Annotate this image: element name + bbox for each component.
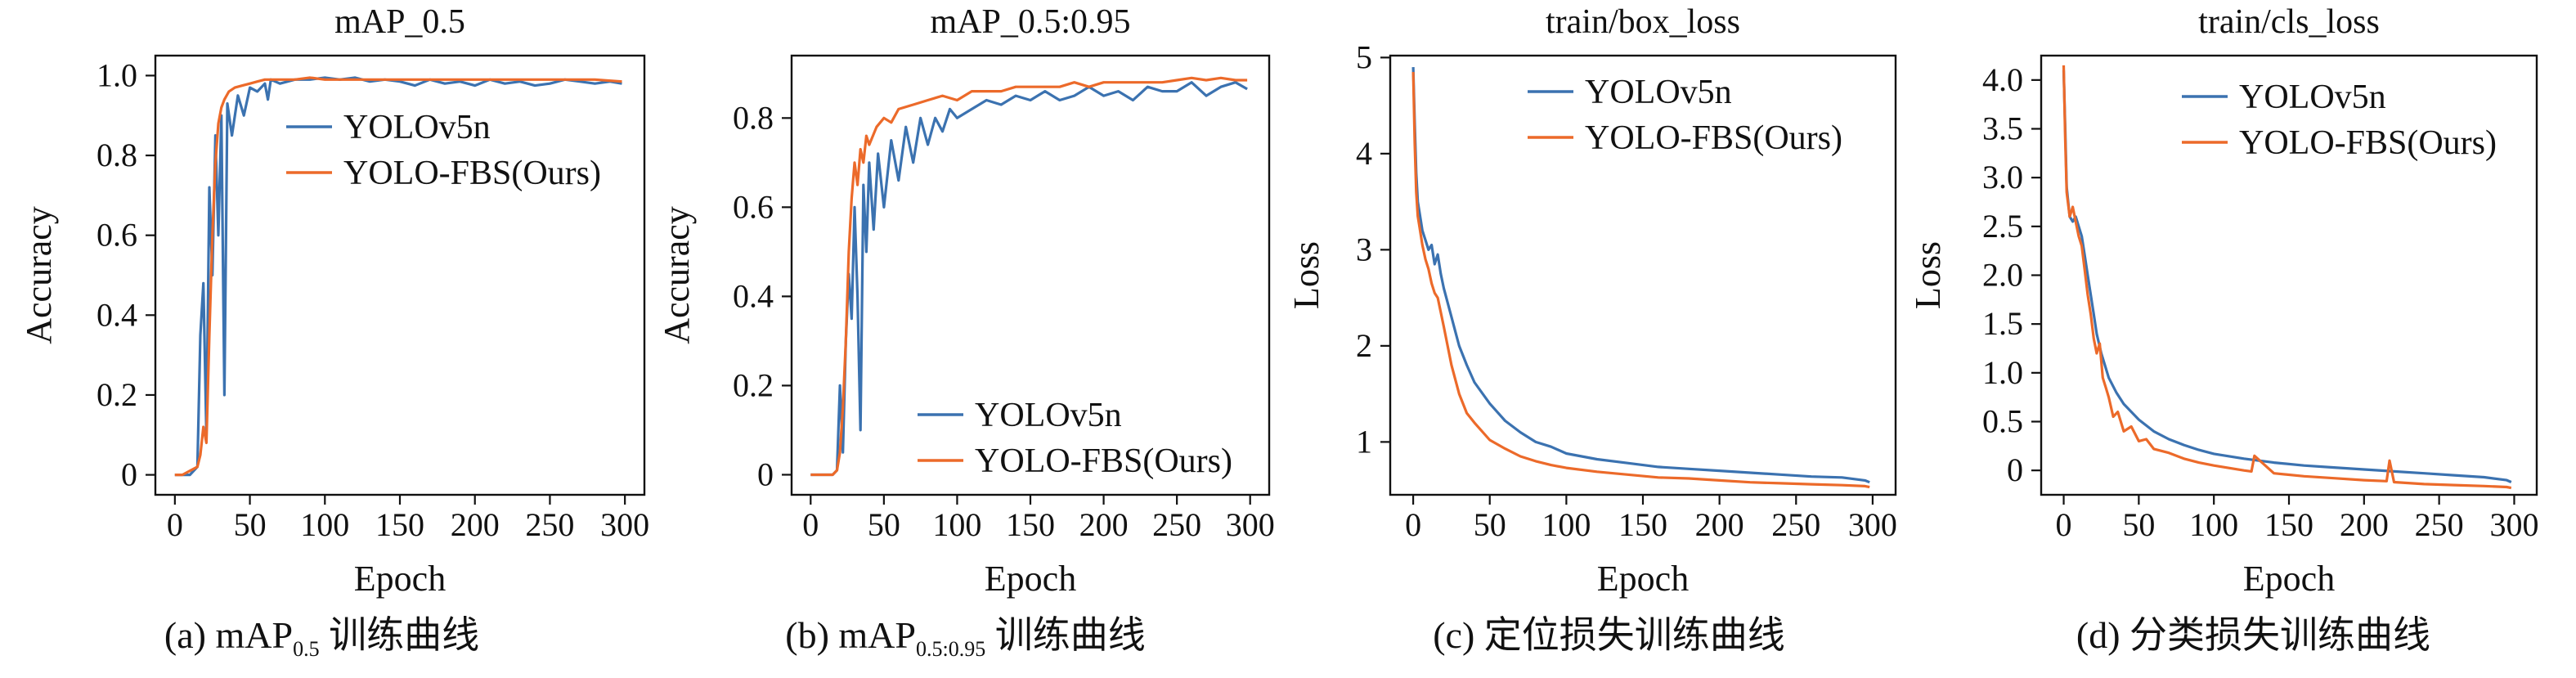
chart-a-y-tick-label: 0 <box>121 456 137 493</box>
chart-b-y-label: Accuracy <box>657 206 697 344</box>
chart-d-legend-label-0: YOLOv5n <box>2239 79 2386 116</box>
chart-a-y-tick-label: 0.8 <box>96 137 137 173</box>
chart-b-y-tick-label: 0.6 <box>733 188 774 225</box>
chart-d-x-tick-label: 100 <box>2189 506 2238 543</box>
chart-a-x-tick-label: 50 <box>234 506 267 543</box>
chart-a-x-tick-label: 0 <box>167 506 183 543</box>
chart-a-title: mAP_0.5 <box>334 3 465 41</box>
chart-a-x-tick-label: 300 <box>600 506 649 543</box>
chart-b-x-tick-label: 0 <box>802 506 819 543</box>
caption-c: (c) 定位损失训练曲线 <box>1287 607 1931 664</box>
chart-a-legend-label-0: YOLOv5n <box>343 109 491 146</box>
caption-a-suffix: 训练曲线 <box>319 614 480 656</box>
chart-d-legend-label-1: YOLO-FBS(Ours) <box>2239 124 2497 162</box>
chart-d-x-tick-label: 0 <box>2056 506 2072 543</box>
chart-a-y-tick-label: 1.0 <box>96 56 137 93</box>
chart-c-y-tick-label: 3 <box>1356 231 1372 267</box>
chart-c-title: train/box_loss <box>1546 3 1740 41</box>
chart-d-title: train/cls_loss <box>2198 3 2380 41</box>
caption-b: (b) mAP0.5:0.95 训练曲线 <box>644 607 1287 664</box>
chart-d-x-tick-label: 150 <box>2264 506 2313 543</box>
chart-d-y-tick-label: 1.5 <box>1982 305 2023 342</box>
chart-d-axes-frame <box>2040 54 2538 496</box>
chart-c-legend-label-1: YOLO-FBS(Ours) <box>1585 119 1842 157</box>
chart-b-series-line-1 <box>810 76 1248 477</box>
chart-b-y-tick-label: 0.8 <box>733 99 774 136</box>
chart-d-x-tick-label: 50 <box>2122 506 2155 543</box>
chart-b-x-label: Epoch <box>985 559 1076 599</box>
caption-a-sub: 0.5 <box>293 637 320 662</box>
chart-c-x-tick-label: 200 <box>1695 506 1744 543</box>
chart-c-y-tick-label: 2 <box>1356 327 1372 364</box>
chart-c-y-tick-label: 1 <box>1356 423 1372 460</box>
chart-c-x-tick-label: 0 <box>1405 506 1421 543</box>
caption-b-suffix: 训练曲线 <box>985 614 1146 656</box>
chart-d-y-tick-label: 3.0 <box>1982 159 2023 195</box>
chart-a-y-tick-label: 0.4 <box>96 296 137 333</box>
chart-a-x-label: Epoch <box>354 559 446 599</box>
chart-a-x-tick-label: 200 <box>451 506 500 543</box>
chart-c-x-tick-label: 250 <box>1771 506 1820 543</box>
chart-d-series-line-0 <box>2062 70 2512 483</box>
chart-a-y-tick-label: 0.2 <box>96 376 137 413</box>
chart-a-series-line-0 <box>174 76 622 477</box>
chart-b-legend-label-1: YOLO-FBS(Ours) <box>975 442 1232 480</box>
chart-d-x-label: Epoch <box>2243 559 2335 599</box>
chart-d-x-tick-label: 250 <box>2415 506 2464 543</box>
chart-c-series-line-0 <box>1411 67 1870 484</box>
caption-c-prefix: (c) 定位损失训练曲线 <box>1433 614 1785 656</box>
chart-b-x-tick-label: 50 <box>868 506 900 543</box>
chart-b-title: mAP_0.5:0.95 <box>930 3 1130 41</box>
chart-b-legend-label-0: YOLOv5n <box>975 397 1122 434</box>
chart-d-y-tick-label: 2.5 <box>1982 208 2023 245</box>
chart-b-y-tick-label: 0 <box>757 456 774 492</box>
chart-b-y-tick-label: 0.2 <box>733 366 774 403</box>
chart-d-y-tick-label: 1.0 <box>1982 354 2023 391</box>
chart-c-y-tick-label: 4 <box>1356 135 1372 172</box>
chart-a-series-line-1 <box>174 76 622 477</box>
chart-a-x-tick-label: 100 <box>300 506 349 543</box>
chart-a-y-tick-label: 0.6 <box>96 217 137 254</box>
chart-b-x-tick-label: 100 <box>932 506 981 543</box>
chart-c-series-line-1 <box>1411 71 1870 489</box>
chart-c-x-label: Epoch <box>1597 559 1689 599</box>
chart-d-y-tick-label: 3.5 <box>1982 110 2023 147</box>
chart-c-x-tick-label: 100 <box>1542 506 1591 543</box>
chart-a-y-label: Accuracy <box>19 206 59 344</box>
caption-a: (a) mAP0.5 训练曲线 <box>0 607 644 664</box>
chart-a-legend-label-1: YOLO-FBS(Ours) <box>343 155 601 192</box>
chart-c-y-tick-label: 5 <box>1356 38 1372 75</box>
chart-c-x-tick-label: 300 <box>1848 506 1897 543</box>
chart-c-x-tick-label: 50 <box>1474 506 1506 543</box>
chart-b-x-tick-label: 150 <box>1006 506 1055 543</box>
chart-d-y-tick-label: 4.0 <box>1982 61 2023 98</box>
chart-d-y-tick-label: 0 <box>2007 451 2023 488</box>
chart-b-y-tick-label: 0.4 <box>733 277 774 314</box>
caption-a-prefix: (a) mAP <box>164 614 294 656</box>
chart-b-x-tick-label: 300 <box>1226 506 1275 543</box>
caption-b-prefix: (b) mAP <box>785 614 916 656</box>
chart-d-x-tick-label: 300 <box>2489 506 2538 543</box>
caption-b-sub: 0.5:0.95 <box>916 637 986 662</box>
chart-c-legend-label-0: YOLOv5n <box>1585 74 1732 111</box>
chart-b-x-tick-label: 250 <box>1152 506 1201 543</box>
chart-b-x-tick-label: 200 <box>1079 506 1129 543</box>
chart-c-y-label: Loss <box>1286 241 1326 309</box>
chart-d-y-tick-label: 0.5 <box>1982 403 2023 440</box>
chart-c-x-tick-label: 150 <box>1618 506 1667 543</box>
chart-d-y-label: Loss <box>1908 241 1948 309</box>
chart-d-x-tick-label: 200 <box>2340 506 2389 543</box>
chart-d-series-line-1 <box>2062 65 2512 490</box>
caption-d: (d) 分类损失训练曲线 <box>1931 607 2576 664</box>
chart-d-y-tick-label: 2.0 <box>1982 257 2023 294</box>
chart-a-x-tick-label: 250 <box>525 506 574 543</box>
chart-a-x-tick-label: 150 <box>375 506 424 543</box>
caption-d-prefix: (d) 分类损失训练曲线 <box>2076 614 2431 656</box>
